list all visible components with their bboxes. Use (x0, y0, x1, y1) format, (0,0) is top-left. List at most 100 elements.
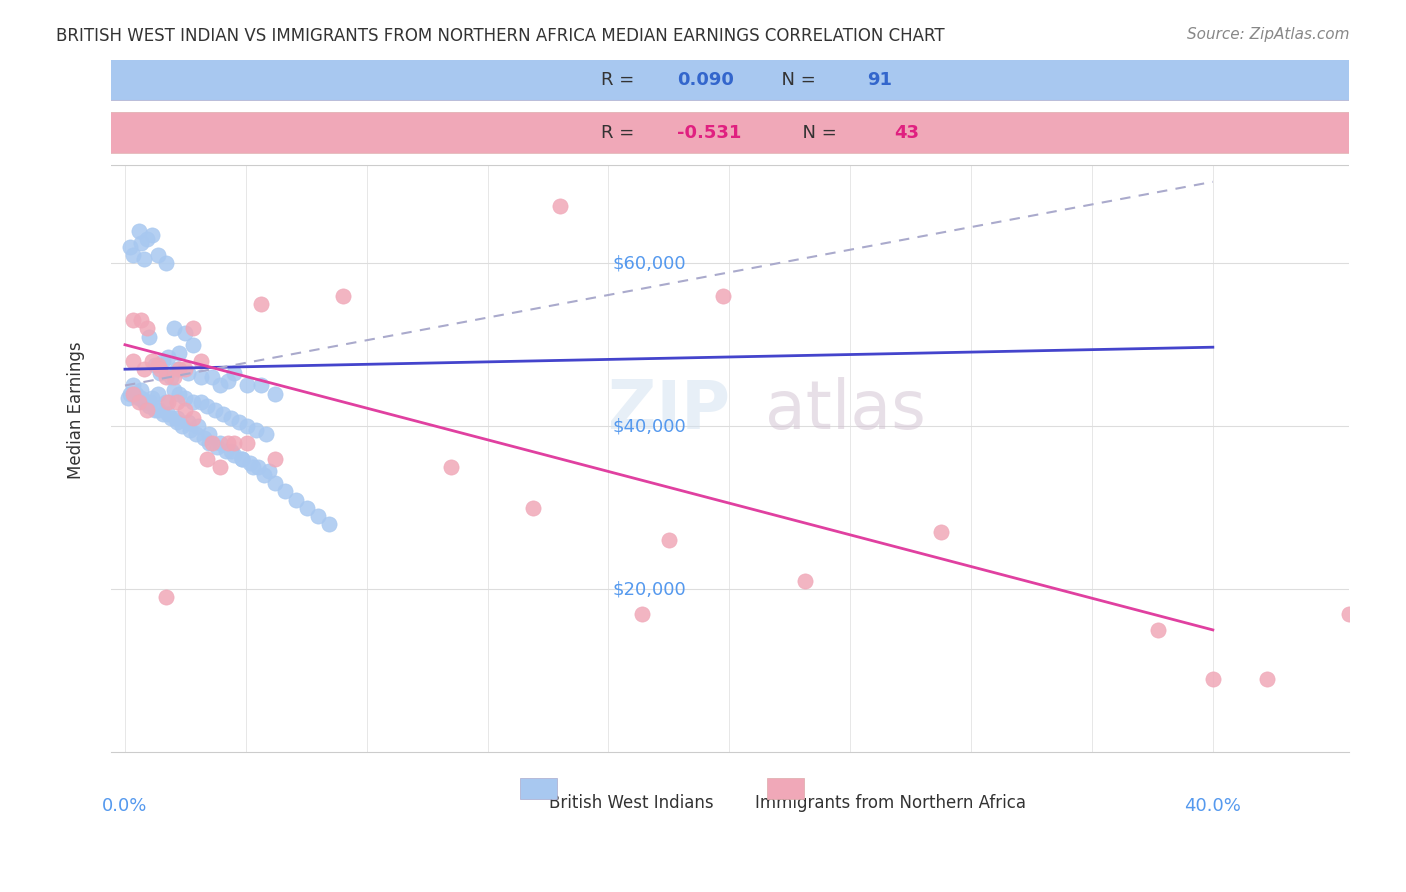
Point (120, 240, 142, 254)
Point (190, 370, 212, 384)
Point (138, 329, 160, 343)
Point (1256, 672, 1278, 686)
Point (129, 313, 152, 327)
Text: British West Indians: British West Indians (548, 794, 713, 812)
Point (217, 375, 239, 389)
Point (155, 370, 177, 384)
Point (146, 403, 169, 417)
Point (125, 386, 148, 401)
Point (135, 321, 157, 335)
Point (138, 399, 160, 413)
Point (173, 362, 195, 376)
Point (190, 394, 212, 409)
Point (125, 134, 148, 148)
Point (122, 386, 145, 401)
Point (128, 391, 150, 405)
Point (658, 533, 681, 548)
Point (228, 415, 250, 429)
Point (122, 313, 145, 327)
Point (135, 394, 157, 409)
Point (132, 394, 155, 409)
Text: Median Earnings: Median Earnings (67, 341, 84, 479)
Point (263, 451, 285, 466)
Point (172, 419, 194, 434)
Point (231, 451, 253, 466)
Point (195, 451, 218, 466)
Point (198, 435, 221, 450)
Point (236, 378, 259, 392)
Text: 40.0%: 40.0% (1184, 797, 1241, 815)
Point (132, 252, 155, 267)
Point (209, 435, 232, 450)
Point (222, 448, 245, 462)
Text: 43: 43 (894, 124, 920, 142)
Point (222, 366, 245, 380)
Point (212, 407, 235, 421)
Point (128, 394, 150, 409)
Point (135, 403, 157, 417)
Point (209, 378, 232, 392)
Point (128, 224, 150, 238)
Point (263, 386, 285, 401)
Point (132, 362, 155, 376)
Text: 0.090: 0.090 (678, 71, 734, 89)
Point (207, 440, 229, 454)
Point (239, 456, 262, 470)
Point (135, 232, 157, 246)
Text: BRITISH WEST INDIAN VS IMMIGRANTS FROM NORTHERN AFRICA MEDIAN EARNINGS CORRELATI: BRITISH WEST INDIAN VS IMMIGRANTS FROM N… (56, 27, 945, 45)
Point (187, 419, 209, 434)
Text: N =: N = (769, 71, 821, 89)
Text: Immigrants from Northern Africa: Immigrants from Northern Africa (755, 794, 1026, 812)
Point (254, 427, 277, 442)
Point (173, 391, 195, 405)
Point (1147, 623, 1170, 637)
Point (166, 415, 188, 429)
Point (122, 248, 145, 262)
Point (181, 411, 204, 425)
Point (169, 362, 191, 376)
Point (157, 350, 180, 364)
Point (204, 403, 226, 417)
Bar (520, 779, 557, 799)
Point (201, 435, 224, 450)
Point (247, 460, 270, 475)
Point (1202, 672, 1225, 686)
Text: R =: R = (600, 124, 640, 142)
Point (152, 354, 174, 368)
Point (630, 607, 652, 621)
Point (222, 435, 245, 450)
Point (122, 354, 145, 368)
Point (157, 407, 180, 421)
Point (157, 394, 180, 409)
Text: $60,000: $60,000 (613, 254, 686, 272)
Point (1337, 607, 1360, 621)
Point (122, 378, 145, 392)
Point (166, 362, 188, 376)
Text: $40,000: $40,000 (613, 417, 686, 435)
Point (155, 591, 177, 605)
Point (152, 407, 174, 421)
Point (209, 460, 232, 475)
Point (120, 386, 142, 401)
Point (149, 362, 172, 376)
Point (138, 394, 160, 409)
Point (129, 235, 152, 250)
Point (149, 366, 172, 380)
Point (169, 386, 191, 401)
Point (155, 256, 177, 270)
Text: $80,000: $80,000 (613, 91, 686, 110)
Point (169, 346, 191, 360)
Point (242, 460, 264, 475)
Point (184, 427, 207, 442)
Point (146, 248, 169, 262)
Point (160, 370, 183, 384)
Point (793, 574, 815, 588)
Point (122, 386, 145, 401)
Point (522, 500, 544, 515)
Point (219, 411, 242, 425)
Point (193, 432, 215, 446)
Point (179, 423, 201, 437)
Text: -0.531: -0.531 (678, 124, 741, 142)
Text: atlas: atlas (765, 377, 927, 443)
Point (285, 492, 308, 507)
